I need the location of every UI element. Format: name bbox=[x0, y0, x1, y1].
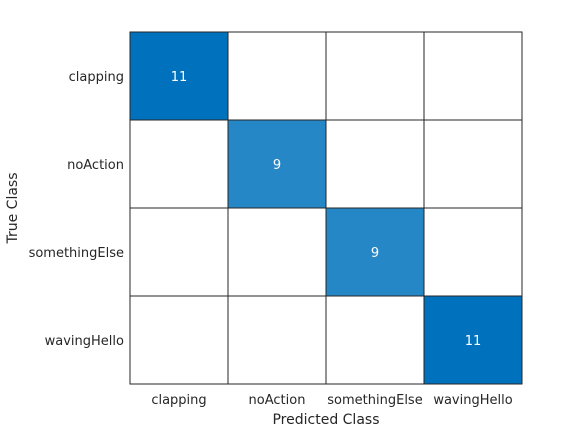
matrix-cell-labels: 11 9 9 11 bbox=[171, 70, 482, 349]
y-tick-label-wavingHello: wavingHello bbox=[45, 334, 124, 349]
matrix-cell-clapping-wavingHello bbox=[423, 31, 523, 121]
x-tick-label-noAction: noAction bbox=[249, 393, 306, 408]
x-tick-labels: clapping noAction somethingElse wavingHello bbox=[151, 393, 512, 408]
matrix-cells bbox=[129, 31, 523, 385]
y-tick-label-somethingElse: somethingElse bbox=[29, 246, 124, 261]
matrix-cell-clapping-clapping bbox=[129, 31, 229, 121]
cell-value-noAction-noAction: 9 bbox=[273, 158, 281, 173]
x-tick-label-clapping: clapping bbox=[151, 393, 206, 408]
x-tick-label-somethingElse: somethingElse bbox=[327, 393, 422, 408]
matrix-cell-wavingHello-somethingElse bbox=[325, 295, 425, 385]
x-axis-label: Predicted Class bbox=[272, 412, 379, 428]
matrix-cell-somethingElse-noAction bbox=[227, 207, 327, 297]
matrix-cell-wavingHello-wavingHello bbox=[423, 295, 523, 385]
matrix-cell-somethingElse-clapping bbox=[129, 207, 229, 297]
cell-value-wavingHello-wavingHello: 11 bbox=[465, 334, 482, 349]
matrix-cell-wavingHello-noAction bbox=[227, 295, 327, 385]
cell-value-somethingElse-somethingElse: 9 bbox=[371, 246, 379, 261]
matrix-cell-clapping-somethingElse bbox=[325, 31, 425, 121]
matrix-cell-clapping-noAction bbox=[227, 31, 327, 121]
matrix-cell-wavingHello-clapping bbox=[129, 295, 229, 385]
y-axis-label: True Class bbox=[5, 172, 21, 244]
y-tick-labels: clapping noAction somethingElse wavingHello bbox=[29, 70, 124, 349]
y-tick-label-noAction: noAction bbox=[67, 158, 124, 173]
y-tick-label-clapping: clapping bbox=[69, 70, 124, 85]
matrix-cell-noAction-noAction bbox=[227, 119, 327, 209]
x-tick-label-wavingHello: wavingHello bbox=[433, 393, 512, 408]
matrix-cell-noAction-somethingElse bbox=[325, 119, 425, 209]
matrix-cell-noAction-wavingHello bbox=[423, 119, 523, 209]
matrix-cell-somethingElse-somethingElse bbox=[325, 207, 425, 297]
cell-value-clapping-clapping: 11 bbox=[171, 70, 188, 85]
matrix-cell-noAction-clapping bbox=[129, 119, 229, 209]
matrix-cell-somethingElse-wavingHello bbox=[423, 207, 523, 297]
